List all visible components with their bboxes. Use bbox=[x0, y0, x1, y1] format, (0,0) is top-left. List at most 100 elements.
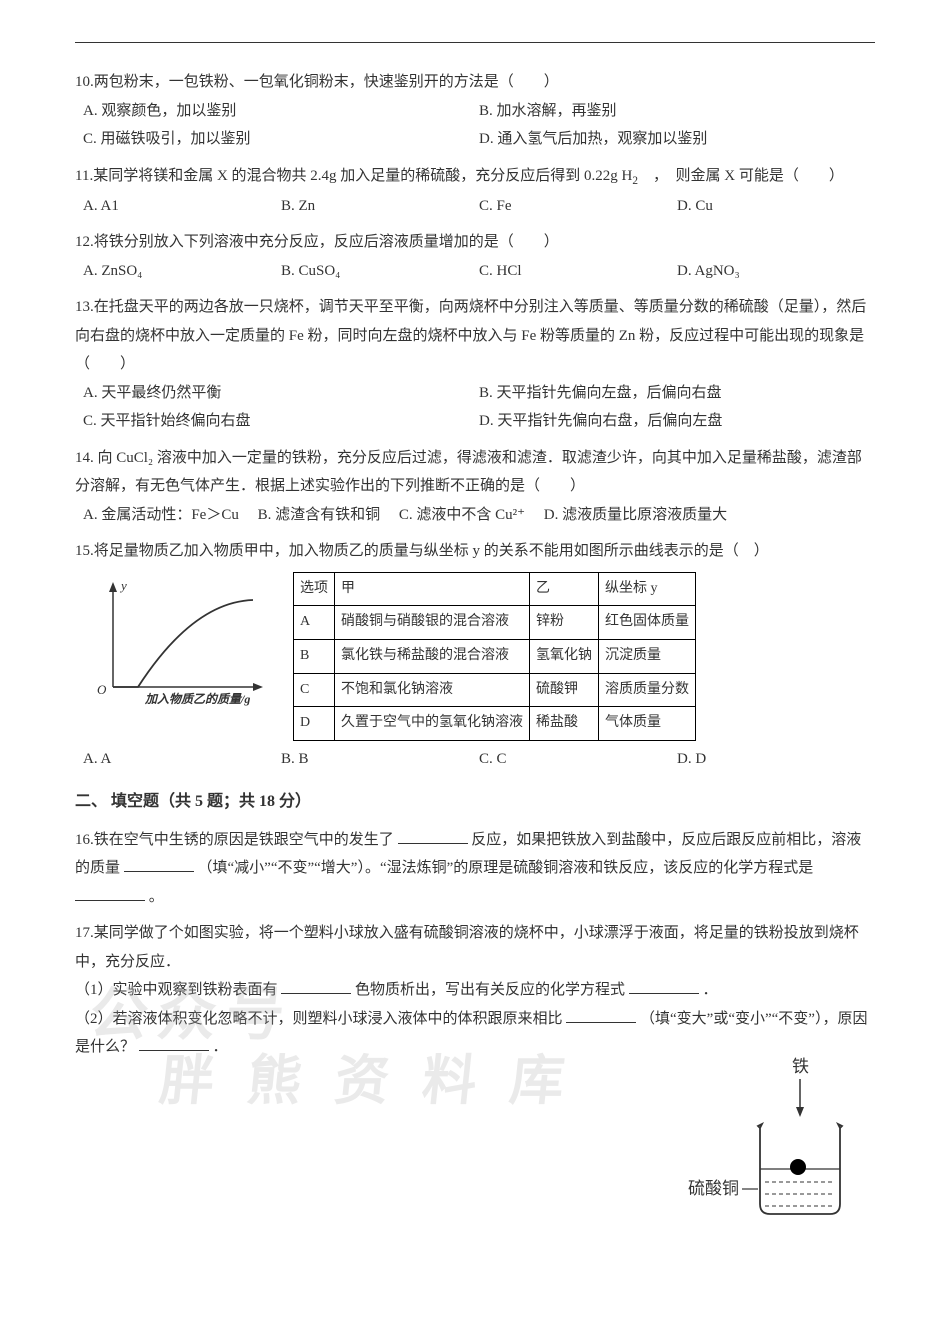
q12-opt-d: D. AgNO₃ bbox=[677, 257, 875, 286]
q15-figure-row: y O 加入物质乙的质量/g 选项 甲 乙 纵坐标 y A 硝酸铜与硝酸银的混合… bbox=[75, 572, 875, 741]
q14-options: A. 金属活动性：Fe＞Cu B. 滤渣含有铁和铜 C. 滤液中不含 Cu²⁺ … bbox=[83, 501, 875, 530]
q15-opt-b: B. B bbox=[281, 745, 479, 774]
cell: D bbox=[294, 707, 335, 741]
question-11: 11.某同学将镁和金属 X 的混合物共 2.4g 加入足量的稀硫酸，充分反应后得… bbox=[75, 162, 875, 221]
table-row: B 氯化铁与稀盐酸的混合溶液 氢氧化钠 沉淀质量 bbox=[294, 640, 696, 674]
blank-field bbox=[566, 1008, 636, 1023]
q14-stem: 14. 向 CuCl₂ 溶液中加入一定量的铁粉，充分反应后过滤，得滤液和滤渣．取… bbox=[75, 444, 875, 501]
q10-opt-c: C. 用磁铁吸引，加以鉴别 bbox=[83, 125, 479, 154]
q15-chart: y O 加入物质乙的质量/g bbox=[83, 572, 283, 722]
cell: A bbox=[294, 606, 335, 640]
q15-chart-svg: y O 加入物质乙的质量/g bbox=[83, 572, 283, 722]
beaker-svg: 铁 硫酸铜 bbox=[670, 1054, 850, 1234]
q17-part1: （1）实验中观察到铁粉表面有 色物质析出，写出有关反应的化学方程式 ． bbox=[75, 976, 875, 1005]
q11-stem-a: 11.某同学将镁和金属 X 的混合物共 2.4g 加入足量的稀硫酸，充分反应后得… bbox=[75, 168, 632, 184]
q12-opt-a: A. ZnSO₄ bbox=[83, 257, 281, 286]
q11-opt-a: A. A1 bbox=[83, 192, 281, 221]
q12-opt-c: C. HCl bbox=[479, 257, 677, 286]
q11-stem: 11.某同学将镁和金属 X 的混合物共 2.4g 加入足量的稀硫酸，充分反应后得… bbox=[75, 162, 875, 192]
q10-opt-d: D. 通入氢气后加热，观察加以鉴别 bbox=[479, 125, 875, 154]
cell: B bbox=[294, 640, 335, 674]
iron-arrow-head bbox=[796, 1107, 804, 1117]
cuso4-label: 硫酸铜 bbox=[688, 1179, 739, 1198]
y-axis-label: y bbox=[119, 578, 127, 593]
q15-stem: 15.将足量物质乙加入物质甲中，加入物质乙的质量与纵坐标 y 的关系不能用如图所… bbox=[75, 537, 875, 566]
q10-stem: 10.两包粉末，一包铁粉、一包氧化铜粉末，快速鉴别开的方法是（ ） bbox=[75, 68, 875, 97]
q12-stem: 12.将铁分别放入下列溶液中充分反应，反应后溶液质量增加的是（ ） bbox=[75, 228, 875, 257]
cell: 溶质质量分数 bbox=[599, 673, 696, 707]
th-jia: 甲 bbox=[335, 572, 530, 606]
x-axis-arrow bbox=[253, 683, 263, 691]
q11-opt-b: B. Zn bbox=[281, 192, 479, 221]
th-opt: 选项 bbox=[294, 572, 335, 606]
y-axis-arrow bbox=[109, 582, 117, 592]
beaker-diagram: 铁 硫酸铜 bbox=[670, 1054, 850, 1234]
q15-opt-d: D. D bbox=[677, 745, 875, 774]
question-16: 16.铁在空气中生锈的原因是铁跟空气中的发生了 反应，如果把铁放入到盐酸中，反应… bbox=[75, 826, 875, 912]
cell: 稀盐酸 bbox=[530, 707, 599, 741]
cell: 气体质量 bbox=[599, 707, 696, 741]
section-2-heading: 二、 填空题（共 5 题；共 18 分） bbox=[75, 787, 875, 817]
floating-ball-icon bbox=[790, 1159, 806, 1175]
q13-options: A. 天平最终仍然平衡 B. 天平指针先偏向左盘，后偏向右盘 C. 天平指针始终… bbox=[83, 379, 875, 436]
q10-options: A. 观察颜色，加以鉴别 B. 加水溶解，再鉴别 C. 用磁铁吸引，加以鉴别 D… bbox=[83, 97, 875, 154]
cell: 氢氧化钠 bbox=[530, 640, 599, 674]
blank-field bbox=[629, 979, 699, 994]
question-17: 17.某同学做了个如图实验，将一个塑料小球放入盛有硫酸铜溶液的烧杯中，小球漂浮于… bbox=[75, 919, 875, 1062]
x-axis-label: 加入物质乙的质量/g bbox=[144, 692, 250, 706]
q16-text-a: 16.铁在空气中生锈的原因是铁跟空气中的发生了 bbox=[75, 832, 398, 848]
cell: C bbox=[294, 673, 335, 707]
q13-opt-c: C. 天平指针始终偏向右盘 bbox=[83, 407, 479, 436]
q17-p1b: 色物质析出，写出有关反应的化学方程式 bbox=[355, 982, 625, 998]
q11-opt-d: D. Cu bbox=[677, 192, 875, 221]
q10-opt-b: B. 加水溶解，再鉴别 bbox=[479, 97, 875, 126]
q11-stem-b: ， 则金属 X 可能是（ ） bbox=[638, 168, 844, 184]
page-top-rule bbox=[75, 42, 875, 43]
cell: 硝酸铜与硝酸银的混合溶液 bbox=[335, 606, 530, 640]
q10-opt-a: A. 观察颜色，加以鉴别 bbox=[83, 97, 479, 126]
question-15: 15.将足量物质乙加入物质甲中，加入物质乙的质量与纵坐标 y 的关系不能用如图所… bbox=[75, 537, 875, 773]
table-header-row: 选项 甲 乙 纵坐标 y bbox=[294, 572, 696, 606]
q16-text-c: （填“减小”“不变”“增大”）。“湿法炼铜”的原理是硫酸铜溶液和铁反应，该反应的… bbox=[198, 860, 814, 876]
q11-opt-c: C. Fe bbox=[479, 192, 677, 221]
q15-options: A. A B. B C. C D. D bbox=[83, 745, 875, 774]
blank-field bbox=[281, 979, 351, 994]
q17-p2a: （2）若溶液体积变化忽略不计，则塑料小球浸入液体中的体积跟原来相比 bbox=[75, 1011, 563, 1027]
cell: 红色固体质量 bbox=[599, 606, 696, 640]
th-yi: 乙 bbox=[530, 572, 599, 606]
cell: 不饱和氯化钠溶液 bbox=[335, 673, 530, 707]
cell: 久置于空气中的氢氧化钠溶液 bbox=[335, 707, 530, 741]
cell: 氯化铁与稀盐酸的混合溶液 bbox=[335, 640, 530, 674]
cell: 沉淀质量 bbox=[599, 640, 696, 674]
cell: 锌粉 bbox=[530, 606, 599, 640]
cell: 硫酸钾 bbox=[530, 673, 599, 707]
blank-field bbox=[398, 829, 468, 844]
question-14: 14. 向 CuCl₂ 溶液中加入一定量的铁粉，充分反应后过滤，得滤液和滤渣．取… bbox=[75, 444, 875, 530]
q17-p2c: ． bbox=[213, 1039, 228, 1055]
table-row: D 久置于空气中的氢氧化钠溶液 稀盐酸 气体质量 bbox=[294, 707, 696, 741]
question-13: 13.在托盘天平的两边各放一只烧杯，调节天平至平衡，向两烧杯中分别注入等质量、等… bbox=[75, 293, 875, 436]
table-row: C 不饱和氯化钠溶液 硫酸钾 溶质质量分数 bbox=[294, 673, 696, 707]
iron-label: 铁 bbox=[792, 1057, 809, 1076]
q12-opt-b: B. CuSO₄ bbox=[281, 257, 479, 286]
q11-options: A. A1 B. Zn C. Fe D. Cu bbox=[83, 192, 875, 221]
th-y: 纵坐标 y bbox=[599, 572, 696, 606]
blank-field bbox=[139, 1036, 209, 1051]
q15-opt-c: C. C bbox=[479, 745, 677, 774]
q13-opt-d: D. 天平指针先偏向右盘，后偏向左盘 bbox=[479, 407, 875, 436]
question-10: 10.两包粉末，一包铁粉、一包氧化铜粉末，快速鉴别开的方法是（ ） A. 观察颜… bbox=[75, 68, 875, 154]
q15-table: 选项 甲 乙 纵坐标 y A 硝酸铜与硝酸银的混合溶液 锌粉 红色固体质量 B … bbox=[293, 572, 696, 741]
blank-field bbox=[75, 886, 145, 901]
q17-intro: 17.某同学做了个如图实验，将一个塑料小球放入盛有硫酸铜溶液的烧杯中，小球漂浮于… bbox=[75, 919, 875, 976]
question-12: 12.将铁分别放入下列溶液中充分反应，反应后溶液质量增加的是（ ） A. ZnS… bbox=[75, 228, 875, 285]
curve bbox=[113, 600, 253, 687]
q15-opt-a: A. A bbox=[83, 745, 281, 774]
q13-opt-a: A. 天平最终仍然平衡 bbox=[83, 379, 479, 408]
origin-label: O bbox=[97, 682, 107, 697]
q13-stem: 13.在托盘天平的两边各放一只烧杯，调节天平至平衡，向两烧杯中分别注入等质量、等… bbox=[75, 293, 875, 379]
blank-field bbox=[124, 857, 194, 872]
q13-opt-b: B. 天平指针先偏向左盘，后偏向右盘 bbox=[479, 379, 875, 408]
q17-p1a: （1）实验中观察到铁粉表面有 bbox=[75, 982, 278, 998]
q17-p1c: ． bbox=[703, 982, 718, 998]
table-row: A 硝酸铜与硝酸银的混合溶液 锌粉 红色固体质量 bbox=[294, 606, 696, 640]
